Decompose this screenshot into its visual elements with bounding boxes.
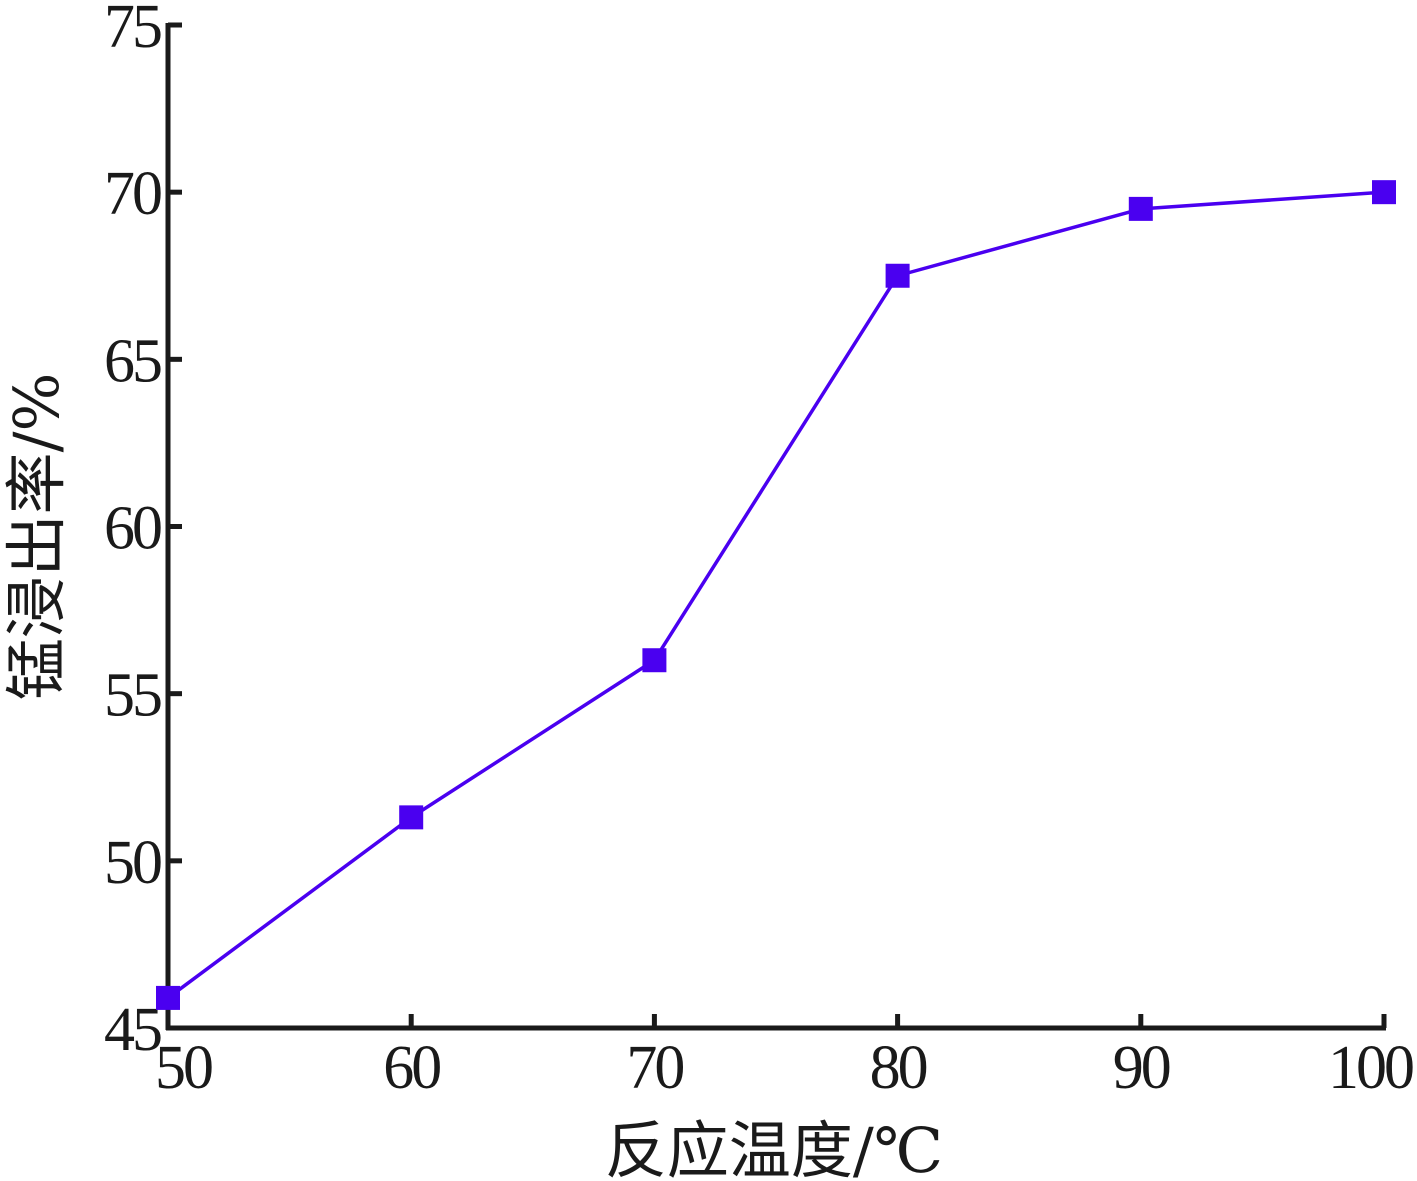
data-point-marker <box>1372 180 1396 205</box>
x-ticks: 50 60 70 80 90 100 <box>155 1014 1416 1102</box>
data-point-marker <box>885 263 910 288</box>
x-axis-label: 反应温度/℃ <box>605 1114 943 1181</box>
x-tick-label: 100 <box>1328 1034 1413 1102</box>
data-point-marker <box>399 805 424 830</box>
x-tick-label: 90 <box>1113 1034 1170 1102</box>
x-tick-label: 50 <box>155 1034 212 1102</box>
y-tick-label: 60 <box>104 495 161 563</box>
y-tick-label: 55 <box>104 662 161 730</box>
axes <box>165 23 1386 1031</box>
y-tick-label: 70 <box>104 160 161 228</box>
x-tick-label: 60 <box>383 1034 440 1102</box>
x-tick-label: 70 <box>626 1034 683 1102</box>
y-tick-label: 75 <box>104 0 161 61</box>
y-axis-label: 锰浸出率/% <box>0 373 73 701</box>
data-point-marker <box>156 985 180 1010</box>
series-line <box>166 190 1385 1000</box>
x-tick-label: 80 <box>870 1034 927 1102</box>
y-tick-label: 50 <box>104 829 161 897</box>
data-point-marker <box>642 648 667 673</box>
series-layer <box>156 180 1396 1010</box>
data-point-marker <box>1128 196 1153 221</box>
y-tick-label: 65 <box>104 327 161 395</box>
y-tick-label: 45 <box>104 996 161 1064</box>
y-ticks: 45 50 55 60 65 70 75 <box>104 0 182 1064</box>
